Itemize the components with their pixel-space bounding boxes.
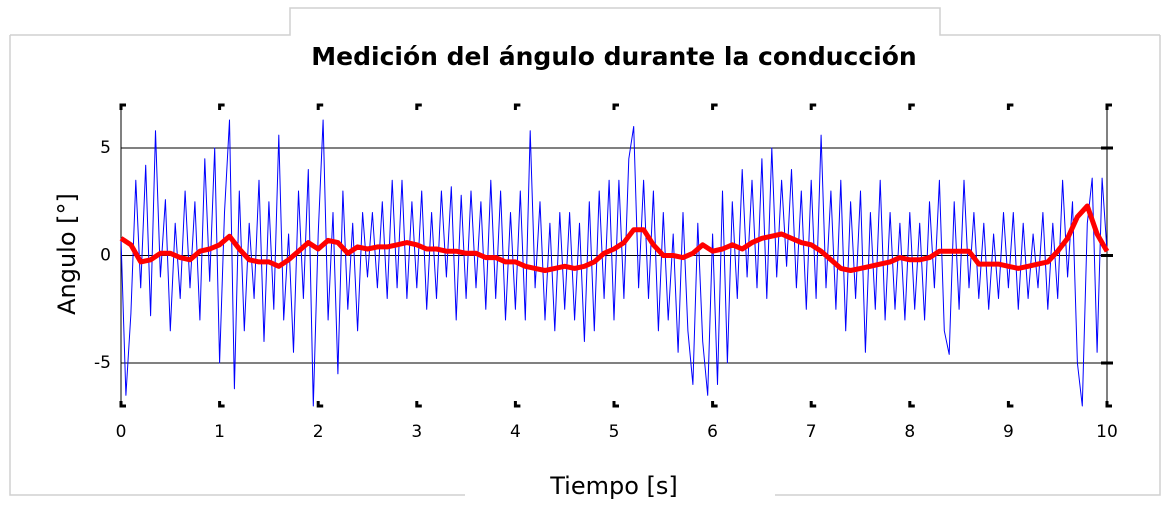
y-axis-label: Angulo [°]: [53, 193, 81, 315]
x-tick: [119, 103, 126, 408]
y-tick-label: 0: [100, 246, 111, 266]
x-tick-label: 7: [806, 422, 817, 442]
x-tick-label: 0: [116, 422, 127, 442]
x-tick: [711, 103, 718, 408]
y-tick-label: -5: [94, 353, 111, 373]
x-tick-label: 5: [609, 422, 620, 442]
x-tick: [316, 103, 324, 408]
frame: [9, 7, 1161, 496]
x-tick: [908, 103, 915, 408]
data-line: [119, 203, 1110, 273]
x-tick-label: 8: [904, 422, 915, 442]
x-tick-label: 4: [510, 422, 521, 442]
x-tick: [809, 103, 817, 408]
data-line: [120, 119, 1108, 407]
x-tick-label: 6: [707, 422, 718, 442]
x-tick: [218, 103, 225, 408]
y-tick-label: 5: [100, 138, 111, 158]
x-tick-label: 10: [1096, 422, 1118, 442]
x-axis-label: Tiempo [s]: [549, 472, 678, 500]
x-tick-label: 2: [313, 422, 324, 442]
x-tick: [513, 103, 521, 408]
x-tick: [612, 103, 619, 408]
x-tick: [1105, 103, 1112, 408]
x-tick-label: 1: [214, 422, 225, 442]
x-tick: [415, 103, 422, 408]
x-tick-label: 3: [411, 422, 422, 442]
x-tick: [1006, 103, 1014, 408]
x-tick-label: 9: [1003, 422, 1014, 442]
chart-title: Medición del ángulo durante la conducció…: [311, 42, 916, 71]
